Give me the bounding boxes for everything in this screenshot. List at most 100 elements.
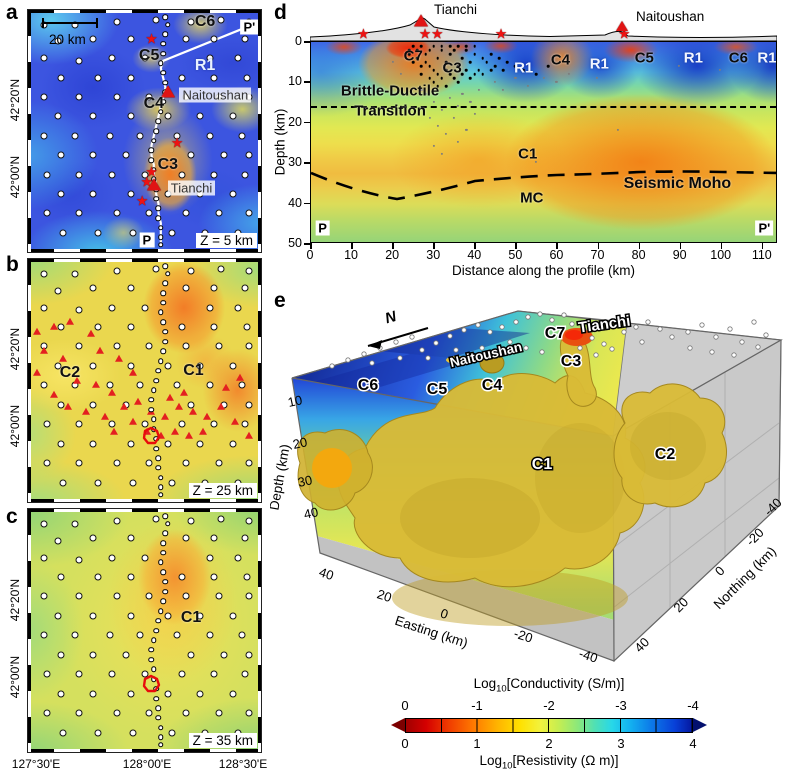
profile-station-dot (162, 280, 169, 287)
map-frame (258, 10, 261, 252)
mt-station-dot (108, 171, 116, 179)
caldera-outline (143, 427, 161, 445)
mt-station-dot (75, 459, 83, 467)
mt-station-dot (229, 190, 237, 198)
y-tick (304, 121, 310, 124)
x-tick-label: 100 (710, 248, 732, 262)
mt-station-dot-3d (539, 349, 545, 355)
earthquake-dot (481, 72, 485, 76)
depth-slice-badge: Z = 5 km (196, 233, 257, 248)
depth-tick: 20 (291, 434, 308, 452)
mt-station-dot-3d (447, 333, 453, 339)
mt-station-dot (245, 401, 253, 409)
mt-station-dot (210, 573, 218, 581)
earthquake-dot (489, 52, 493, 56)
profile-station-dot (148, 406, 155, 413)
lat-tick-label: 42°00'N (8, 655, 22, 699)
panel-b-letter: b (6, 253, 19, 276)
resistivity-tick: 4 (689, 736, 697, 751)
earthquake-dot (456, 64, 460, 68)
profile-station-dot (160, 569, 166, 575)
profile-station-dot (158, 225, 164, 231)
profile-station-dot (158, 108, 164, 115)
mt-station-dot (54, 287, 62, 295)
mt-station-dot (245, 709, 253, 717)
earthquake-dot (432, 68, 435, 72)
mt-station-dot (40, 554, 48, 562)
mt-station-dot (40, 54, 48, 62)
profile-station-dot (162, 588, 169, 595)
mt-station-dot-3d (731, 352, 737, 358)
profile-station-dot (148, 647, 155, 653)
mt-station-dot (57, 151, 65, 159)
deep-earthquake-triangle (231, 417, 240, 425)
earthquake-dot (522, 68, 525, 72)
profile-station-dot (155, 455, 162, 461)
mt-station-dot (168, 229, 176, 237)
colorbar-top-title-prefix: Log (473, 676, 497, 691)
mt-station-dot (54, 362, 62, 370)
mt-station-dot (210, 534, 218, 542)
easting-tick: -20 (512, 626, 535, 646)
y-tick (304, 202, 310, 205)
mt-station-dot (241, 171, 249, 179)
mt-station-dot (127, 573, 135, 581)
earthquake-dot (428, 76, 431, 80)
mt-station-dot (234, 54, 242, 62)
mt-station-dot (94, 729, 102, 737)
earthquake-dot (420, 44, 423, 48)
mt-station-dot (136, 132, 144, 140)
deep-earthquake-triangle (107, 388, 116, 396)
y-tick-label: 0 (295, 34, 302, 48)
mt-station-dot (108, 304, 116, 312)
colorbar-bottom-title: Log10[Resistivity (Ω m)] (405, 753, 693, 772)
mt-station-dot (43, 171, 51, 179)
mt-station-dot-3d (561, 312, 567, 318)
caldera-outline (143, 674, 161, 693)
earthquake-dot-gray (473, 112, 476, 116)
c3-label: C3 (561, 353, 582, 370)
earthquake-dot (456, 80, 460, 84)
map-slice-25km: C2 C1 Z = 25 km (27, 258, 262, 503)
map-frame (28, 259, 31, 502)
earthquake-dot (465, 68, 468, 72)
colorbar-top-title: Log10[Conductivity (S/m)] (405, 676, 693, 695)
earthquake-dot (428, 64, 431, 68)
mt-station-dot (75, 57, 83, 65)
mt-station-dot (238, 631, 246, 639)
mt-station-dot-3d (499, 324, 505, 330)
deep-earthquake-triangle (203, 412, 212, 420)
y-tick (304, 81, 310, 83)
earthquake-dot (440, 76, 444, 80)
mt-station-dot (71, 631, 79, 639)
mt-station-dot (54, 37, 62, 45)
mt-station-dot (89, 534, 97, 542)
colorbar-resistivity-ticks: 0 1 2 3 4 (401, 736, 696, 752)
map-slice-5km: 20 km C6 C5 R1 C4 C3 ★ ★ ★ ★ ★ Naitoushan Tianchi P… (27, 9, 262, 253)
profile-station-dot (155, 368, 162, 374)
profile-station-dot (158, 608, 164, 614)
x-tick (351, 243, 353, 249)
mt-station-dot-3d (569, 321, 575, 327)
earthquake-dot-gray (440, 152, 443, 156)
deep-earthquake-triangle (65, 317, 74, 325)
mt-station-dot (127, 362, 135, 370)
earthquake-dot (481, 56, 485, 60)
mt-station-dot (40, 21, 48, 29)
x-tick-label: 60 (549, 248, 564, 262)
earthquake-dot (514, 64, 517, 68)
map-frame (28, 10, 261, 13)
mt-station-dot (127, 534, 135, 542)
x-tick (761, 243, 764, 249)
deep-earthquake-triangle (222, 383, 231, 391)
c1-label: C1 (532, 456, 553, 473)
eruption-star-icon: ★ (431, 25, 444, 42)
earthquake-dot-gray (424, 92, 427, 96)
deep-earthquake-triangle (170, 427, 179, 435)
mt-station-dot (145, 342, 153, 350)
mt-station-dot (245, 342, 253, 350)
earthquake-dot (469, 76, 472, 80)
profile-station-dot (158, 358, 164, 364)
x-tick-label: 0 (306, 248, 314, 262)
profile-station-dot (162, 338, 169, 345)
